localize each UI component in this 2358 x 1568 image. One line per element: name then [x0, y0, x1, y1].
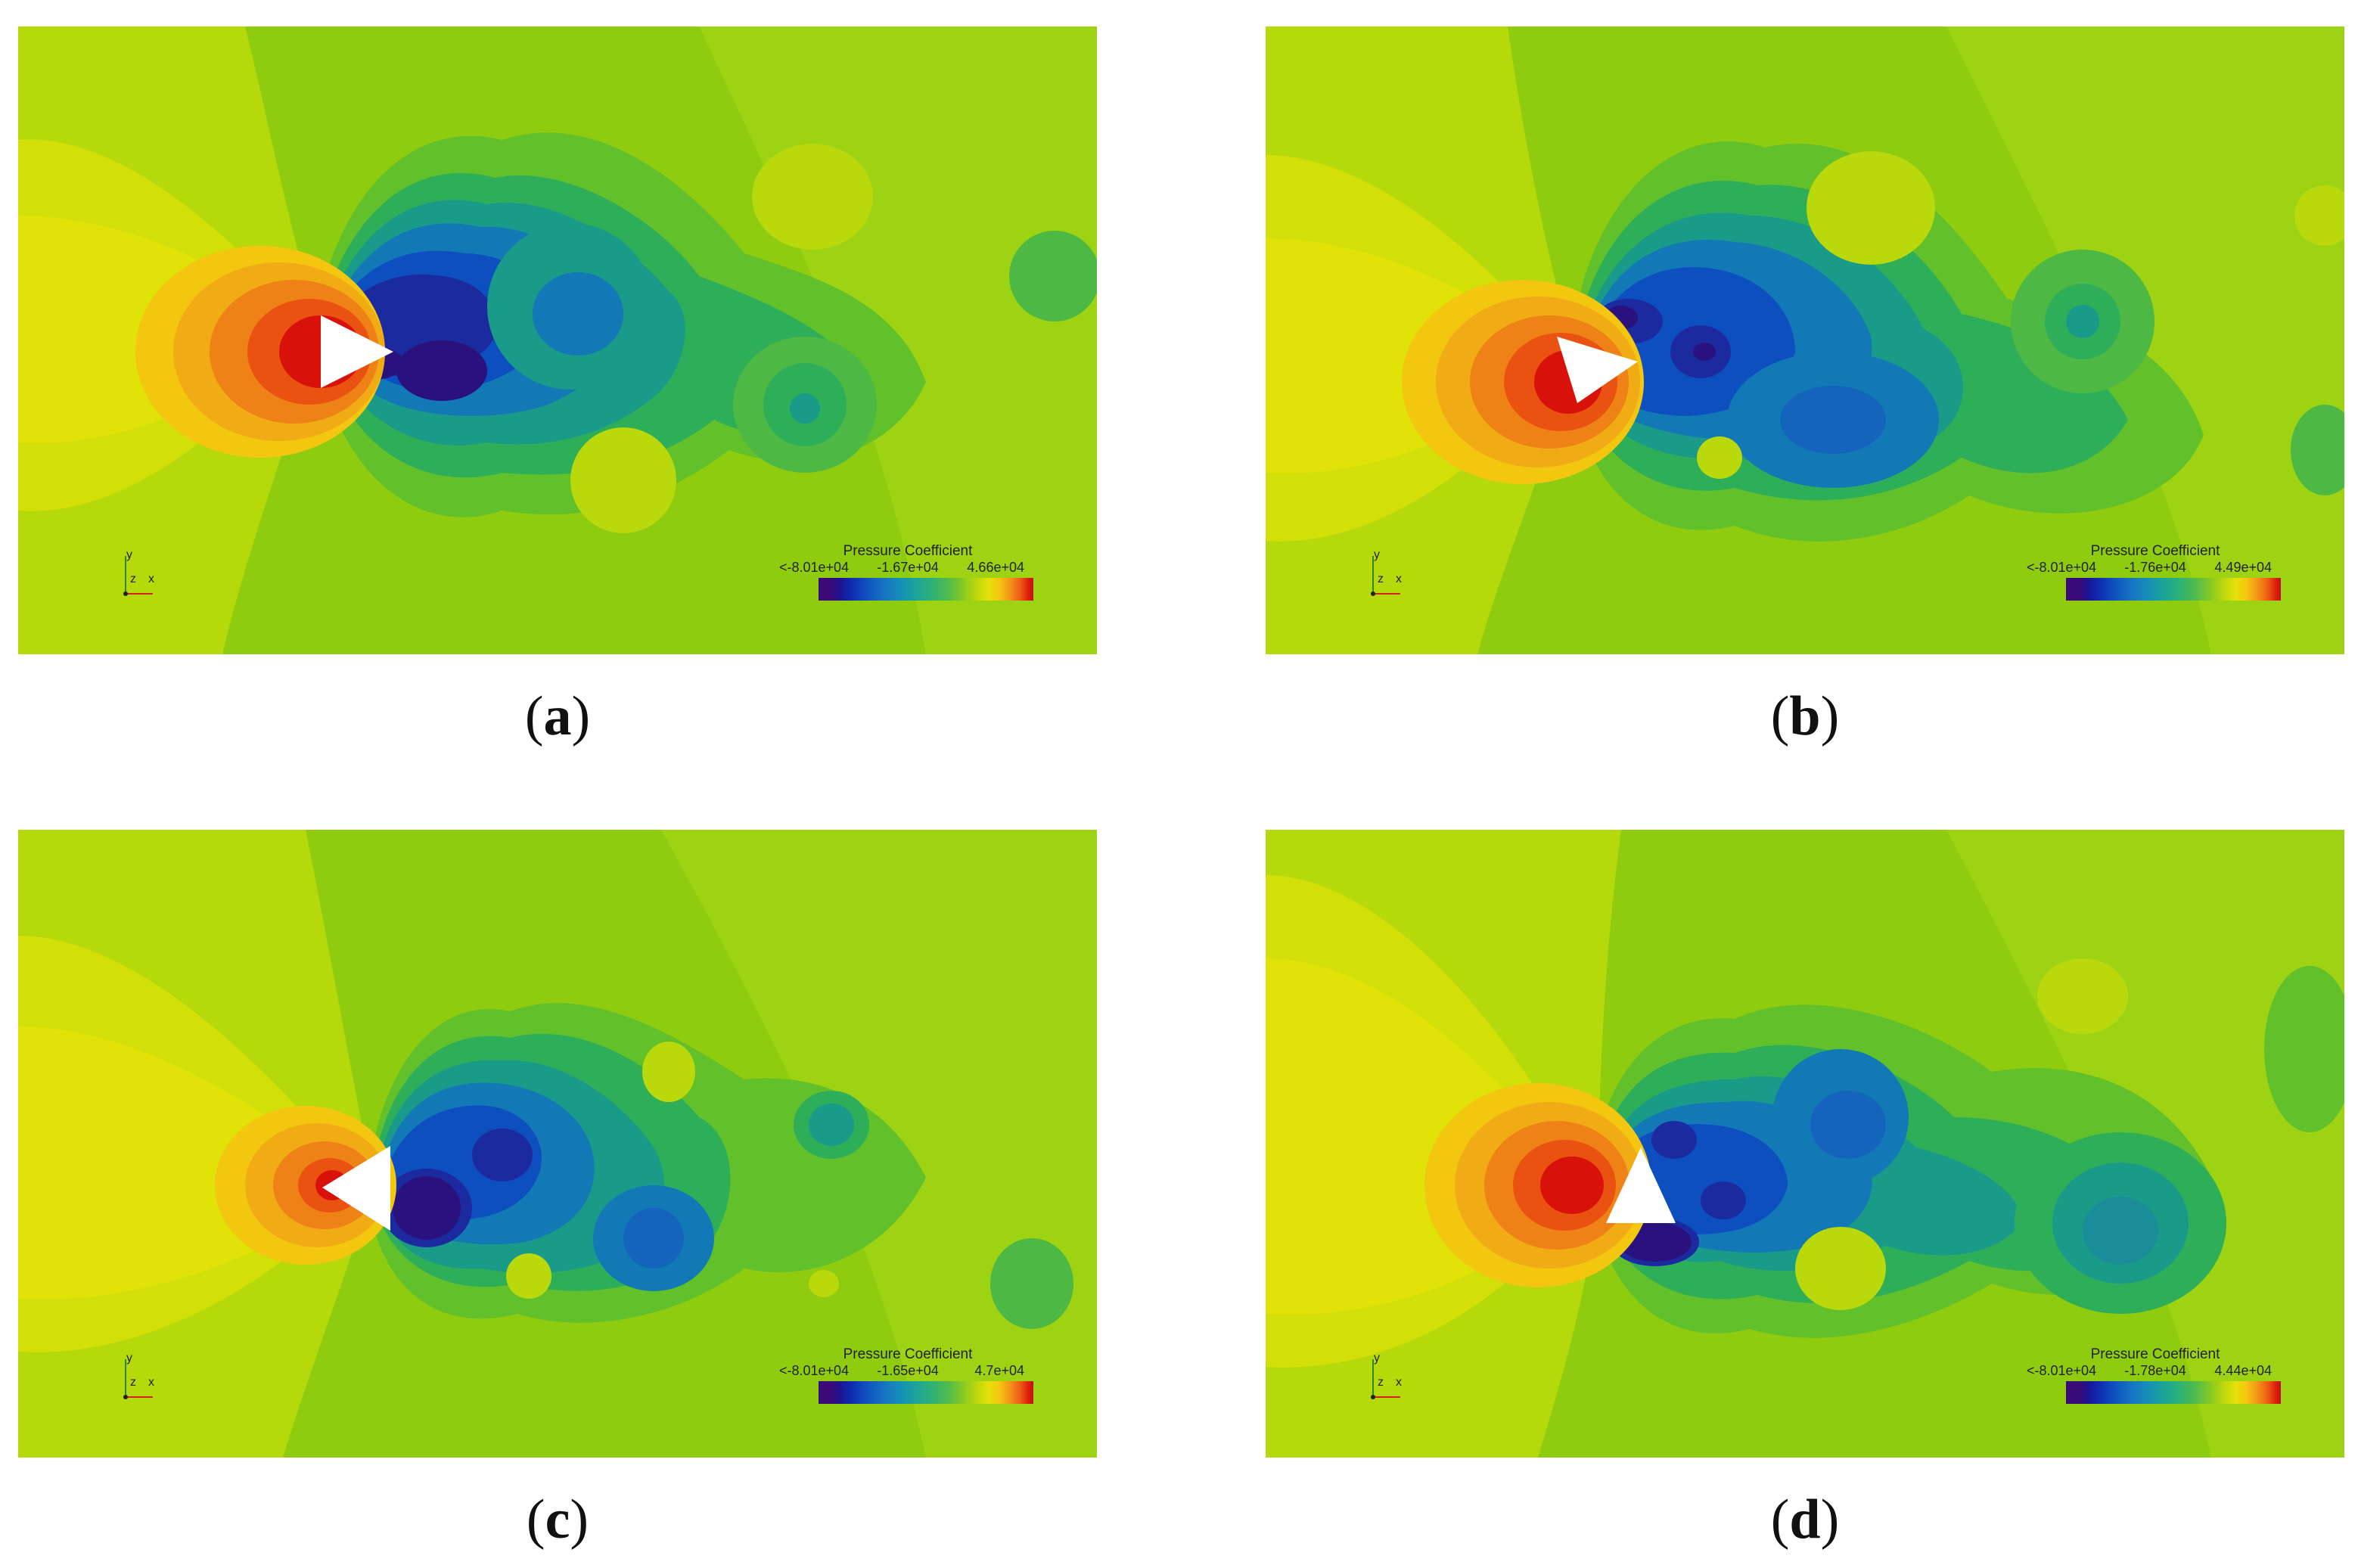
- axis-label-y: y: [1374, 1352, 1380, 1365]
- legend-mid-value: -1.65e+04: [877, 1363, 939, 1378]
- axis-triad-icon: [117, 548, 162, 601]
- caption-c: (c): [526, 1489, 589, 1551]
- colorbar: [819, 1381, 1033, 1404]
- axis-label-z: z: [1378, 573, 1384, 585]
- axis-label-z: z: [1378, 1376, 1384, 1389]
- pressure-contour-plot-c: [18, 830, 1097, 1458]
- legend-title: Pressure Coefficient: [2090, 543, 2220, 559]
- pressure-contour-plot-d: [1266, 830, 2344, 1458]
- legend-min-value: <-8.01e+04: [2027, 1363, 2097, 1378]
- caption-a: (a): [524, 685, 591, 747]
- legend-title: Pressure Coefficient: [2090, 1346, 2220, 1362]
- axis-label-y: y: [126, 548, 132, 561]
- axis-label-z: z: [130, 1376, 136, 1389]
- pressure-contour-plot-a: [18, 26, 1097, 654]
- legend-mid-value: -1.76e+04: [2124, 560, 2186, 575]
- legend-max-value: 4.66e+04: [967, 560, 1024, 575]
- colorbar-legend-c: Pressure Coefficient <-8.01e+04 -1.65e+0…: [779, 1346, 1033, 1422]
- axis-label-x: x: [1396, 1376, 1402, 1389]
- contour-panel-c: y z x Pressure Coefficient <-8.01e+04 -1…: [18, 830, 1097, 1458]
- axis-label-x: x: [148, 1376, 154, 1389]
- legend-min-value: <-8.01e+04: [2027, 560, 2097, 575]
- contour-panel-a: y z x Pressure Coefficient <-8.01e+04 -1…: [18, 26, 1097, 654]
- colorbar: [819, 578, 1033, 601]
- caption-d: (d): [1770, 1489, 1840, 1551]
- axis-triad-icon: [1364, 548, 1409, 601]
- legend-title: Pressure Coefficient: [843, 543, 973, 559]
- legend-max-value: 4.49e+04: [2214, 560, 2272, 575]
- axis-triad-icon: [1364, 1352, 1409, 1405]
- axis-label-z: z: [130, 573, 136, 585]
- axis-label-y: y: [1374, 548, 1380, 561]
- axis-triad-icon: [117, 1352, 162, 1405]
- legend-title: Pressure Coefficient: [843, 1346, 973, 1362]
- axis-label-y: y: [126, 1352, 132, 1365]
- legend-min-value: <-8.01e+04: [779, 1363, 850, 1378]
- colorbar-legend-b: Pressure Coefficient <-8.01e+04 -1.76e+0…: [2027, 543, 2281, 619]
- legend-mid-value: -1.78e+04: [2124, 1363, 2186, 1378]
- legend-max-value: 4.44e+04: [2214, 1363, 2272, 1378]
- colorbar: [2066, 578, 2281, 601]
- contour-panel-d: y z x Pressure Coefficient <-8.01e+04 -1…: [1266, 830, 2344, 1458]
- legend-max-value: 4.7e+04: [974, 1363, 1024, 1378]
- colorbar-legend-a: Pressure Coefficient <-8.01e+04 -1.67e+0…: [779, 543, 1033, 619]
- pressure-contour-plot-b: [1266, 26, 2344, 654]
- legend-min-value: <-8.01e+04: [779, 560, 850, 575]
- legend-mid-value: -1.67e+04: [877, 560, 939, 575]
- contour-panel-b: y z x Pressure Coefficient <-8.01e+04 -1…: [1266, 26, 2344, 654]
- caption-b: (b): [1770, 685, 1840, 747]
- axis-label-x: x: [148, 573, 154, 585]
- colorbar: [2066, 1381, 2281, 1404]
- axis-label-x: x: [1396, 573, 1402, 585]
- colorbar-legend-d: Pressure Coefficient <-8.01e+04 -1.78e+0…: [2027, 1346, 2281, 1422]
